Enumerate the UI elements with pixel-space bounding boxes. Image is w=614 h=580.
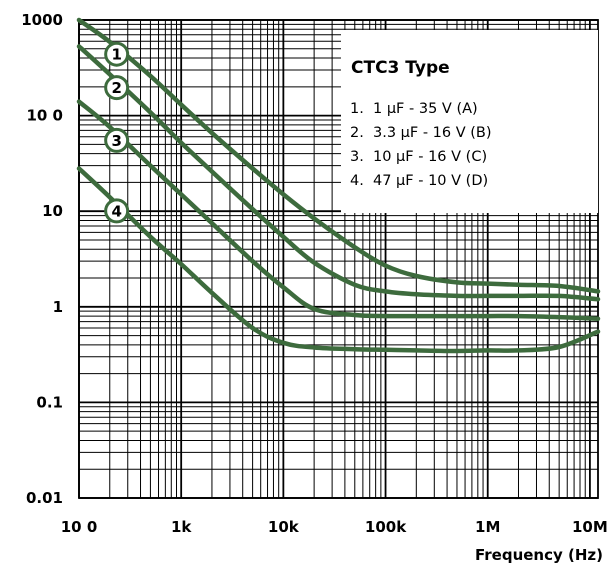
series-marker-label-1: 1 [111,46,121,64]
series-marker-3 [104,127,130,153]
legend-item-number: 2. [350,125,364,141]
plot-frame [78,19,599,499]
x-tick-label: 1k [171,518,192,536]
legend-item-number: 4. [350,173,364,189]
legend-item-label: 47 μF - 10 V (D) [373,173,488,189]
series-marker-2 [104,75,130,101]
legend-box [341,30,598,213]
y-tick-label: 0.1 [36,393,63,411]
series-lines [76,17,601,354]
x-axis-label: Frequency (Hz) [475,546,603,564]
series-line-2 [76,44,601,302]
series-marker-label-4: 4 [111,202,121,220]
x-tick-label: 10k [268,518,300,536]
legend-item-label: 3.3 μF - 16 V (B) [373,125,492,141]
y-tick-label: 1000 [21,11,63,29]
legend: CTC3 Type 1. 1 μF - 35 V (A) 2. 3.3 μF - 16… [341,30,598,213]
legend-item-number: 1. [350,101,364,117]
x-tick-label: 1M [475,518,500,536]
series-marker-1 [104,41,130,67]
x-tick-label: 10M [572,518,608,536]
series-marker-label-2: 2 [111,79,121,97]
series-marker-4 [104,198,130,224]
legend-item-label: 10 μF - 16 V (C) [373,149,487,165]
x-tick-label: 10 0 [61,518,98,536]
x-tick-label: 100k [365,518,407,536]
legend-item-number: 3. [350,149,364,165]
axis-tick-labels: 1000 10 0 10 1 0.1 0.01 10 0 1k 10k 100k 1M 10M [21,11,608,536]
y-tick-label: 0.01 [26,489,63,507]
series-line-4 [76,166,601,354]
y-tick-label: 10 [42,202,63,220]
legend-title: CTC3 Type [351,58,450,78]
series-line-3 [76,99,601,321]
y-tick-label: 10 0 [26,107,63,125]
y-tick-label: 1 [53,298,63,316]
series-markers: 1 2 3 4 [104,41,130,224]
series-marker-label-3: 3 [111,132,121,150]
series-line-1 [76,17,601,294]
legend-item-label: 1 μF - 35 V (A) [373,101,478,117]
